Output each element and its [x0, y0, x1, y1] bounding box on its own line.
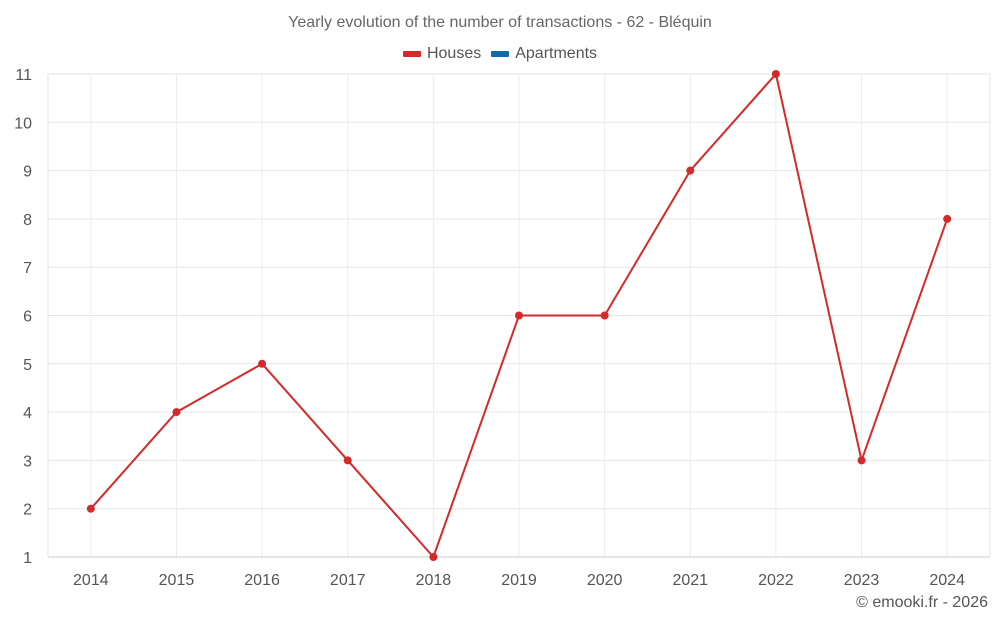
- y-tick-label: 5: [23, 357, 32, 374]
- legend-swatch-apartments: [491, 51, 510, 57]
- data-point-houses: [258, 359, 267, 368]
- legend-item-houses[interactable]: Houses: [402, 45, 482, 63]
- x-tick-label: 2017: [330, 572, 366, 589]
- x-tick-label: 2022: [758, 572, 794, 589]
- x-tick-label: 2016: [244, 572, 280, 589]
- data-point-houses: [429, 553, 438, 561]
- data-point-houses: [515, 311, 523, 320]
- data-point-houses: [771, 70, 780, 78]
- x-tick-label: 2018: [416, 572, 452, 589]
- x-tick-label: 2021: [672, 572, 708, 589]
- data-point-houses: [343, 456, 352, 465]
- y-tick-label: 9: [23, 164, 32, 181]
- legend: Houses Apartments: [0, 45, 1000, 63]
- x-tick-label: 2019: [501, 572, 537, 589]
- data-point-houses: [943, 214, 952, 223]
- legend-label-houses: Houses: [426, 45, 482, 62]
- data-point-houses: [600, 311, 609, 320]
- x-tick-label: 2024: [929, 572, 965, 589]
- legend-item-apartments[interactable]: Apartments: [491, 45, 597, 63]
- x-tick-label: 2020: [587, 572, 623, 589]
- y-tick-label: 6: [23, 309, 32, 326]
- y-tick-label: 3: [23, 453, 32, 470]
- data-point-houses: [172, 408, 181, 417]
- y-tick-label: 1: [23, 550, 32, 567]
- y-tick-label: 10: [14, 115, 32, 132]
- data-point-houses: [86, 504, 95, 513]
- y-tick-label: 2: [23, 502, 32, 519]
- data-point-houses: [857, 456, 866, 465]
- x-tick-label: 2014: [73, 572, 109, 589]
- legend-label-apartments: Apartments: [515, 45, 598, 62]
- x-tick-label: 2023: [844, 572, 880, 589]
- data-point-houses: [686, 166, 695, 175]
- legend-swatch-houses: [402, 51, 421, 57]
- y-tick-label: 4: [23, 405, 32, 422]
- y-tick-label: 8: [23, 212, 32, 229]
- y-tick-label: 11: [15, 67, 32, 84]
- x-tick-label: 2015: [159, 572, 195, 589]
- credit-text: © emooki.fr - 2026: [856, 594, 988, 611]
- chart-title: Yearly evolution of the number of transa…: [288, 14, 712, 31]
- y-tick-label: 7: [23, 260, 32, 277]
